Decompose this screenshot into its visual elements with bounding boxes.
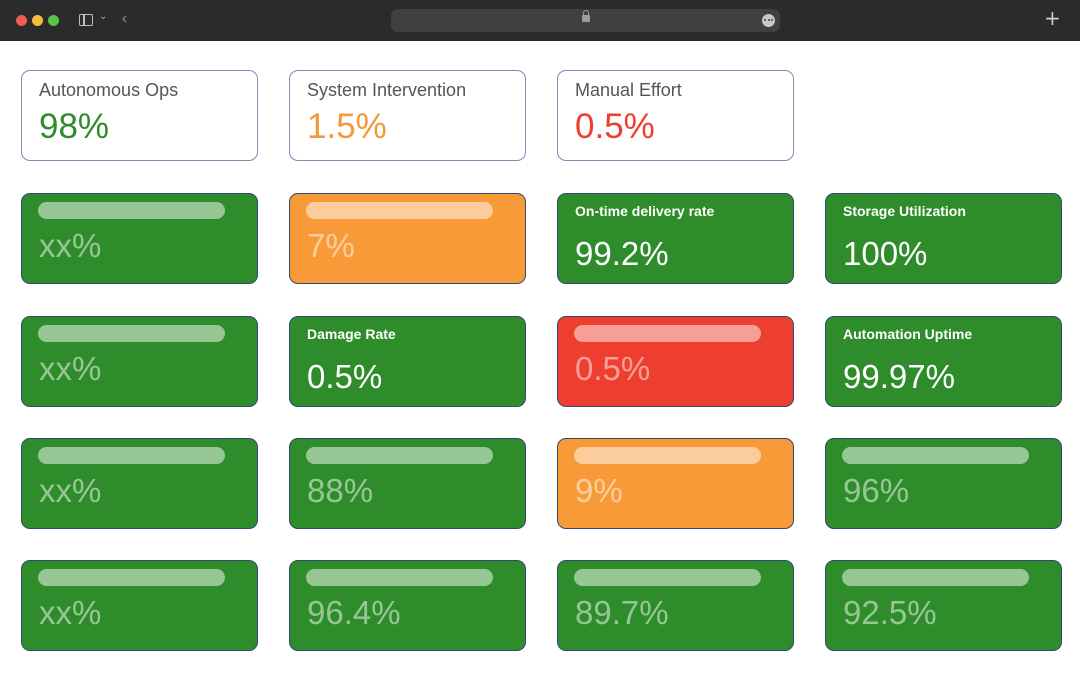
metric-card-storage-utilization: Storage Utilization 100%: [825, 193, 1062, 284]
metric-card-placeholder: 9%: [557, 438, 794, 529]
address-bar[interactable]: [391, 9, 780, 32]
metric-card-placeholder: 0.5%: [557, 316, 794, 407]
summary-label: System Intervention: [307, 80, 467, 100]
summary-card-system-intervention: System Intervention 1.5%: [289, 70, 526, 161]
label-placeholder-bar: [574, 569, 761, 586]
close-window-icon[interactable]: [16, 15, 27, 26]
metric-card-placeholder: 96%: [825, 438, 1062, 529]
metric-value: 7%: [307, 227, 355, 264]
metric-value: 96%: [843, 472, 910, 509]
sidebar-icon[interactable]: [79, 14, 93, 26]
metric-value: xx%: [39, 350, 102, 387]
metric-card-placeholder: xx%: [21, 560, 258, 651]
metric-value: 89.7%: [575, 594, 669, 631]
minimize-window-icon[interactable]: [32, 15, 43, 26]
metric-card-on-time-delivery: On-time delivery rate 99.2%: [557, 193, 794, 284]
label-placeholder-bar: [38, 447, 225, 464]
label-placeholder-bar: [574, 447, 761, 464]
zoom-window-icon[interactable]: [48, 15, 59, 26]
more-icon[interactable]: [762, 14, 775, 27]
label-placeholder-bar: [574, 325, 761, 342]
browser-toolbar: ⌄ ‹ +: [0, 0, 1080, 41]
metric-value: 88%: [307, 472, 374, 509]
metric-value: 96.4%: [307, 594, 401, 631]
metric-card-placeholder: xx%: [21, 316, 258, 407]
metric-value: 92.5%: [843, 594, 937, 631]
summary-label: Manual Effort: [575, 80, 682, 100]
metric-card-placeholder: 89.7%: [557, 560, 794, 651]
metric-value: 99.97%: [843, 358, 955, 395]
label-placeholder-bar: [842, 569, 1029, 586]
label-placeholder-bar: [306, 569, 493, 586]
label-placeholder-bar: [38, 569, 225, 586]
metric-card-placeholder: 88%: [289, 438, 526, 529]
metric-label: Storage Utilization: [843, 203, 966, 219]
metric-card-placeholder: 92.5%: [825, 560, 1062, 651]
summary-value: 1.5%: [307, 107, 387, 146]
summary-label: Autonomous Ops: [39, 80, 179, 100]
metric-value: 0.5%: [575, 350, 651, 387]
label-placeholder-bar: [842, 447, 1029, 464]
label-placeholder-bar: [38, 325, 225, 342]
metric-value: 9%: [575, 472, 623, 509]
lock-icon: [582, 10, 590, 22]
metric-label: Damage Rate: [307, 326, 396, 342]
summary-value: 98%: [39, 107, 110, 146]
metric-card-placeholder: xx%: [21, 193, 258, 284]
metric-card-automation-uptime: Automation Uptime 99.97%: [825, 316, 1062, 407]
label-placeholder-bar: [306, 447, 493, 464]
metric-card-damage-rate: Damage Rate 0.5%: [289, 316, 526, 407]
plus-icon[interactable]: +: [1044, 6, 1061, 30]
metric-card-placeholder: 7%: [289, 193, 526, 284]
label-placeholder-bar: [38, 202, 225, 219]
summary-card-manual-effort: Manual Effort 0.5%: [557, 70, 794, 161]
metric-value: xx%: [39, 227, 102, 264]
metric-label: On-time delivery rate: [575, 203, 715, 219]
chevron-down-icon[interactable]: ⌄: [99, 11, 108, 22]
metric-value: 99.2%: [575, 235, 669, 272]
metric-value: 100%: [843, 235, 928, 272]
back-arrow-icon[interactable]: ‹: [121, 9, 128, 29]
metric-value: 0.5%: [307, 358, 383, 395]
label-placeholder-bar: [306, 202, 493, 219]
summary-card-autonomous-ops: Autonomous Ops 98%: [21, 70, 258, 161]
metric-value: xx%: [39, 594, 102, 631]
metric-card-placeholder: xx%: [21, 438, 258, 529]
metric-label: Automation Uptime: [843, 326, 973, 342]
summary-value: 0.5%: [575, 107, 655, 146]
metric-card-placeholder: 96.4%: [289, 560, 526, 651]
metric-value: xx%: [39, 472, 102, 509]
